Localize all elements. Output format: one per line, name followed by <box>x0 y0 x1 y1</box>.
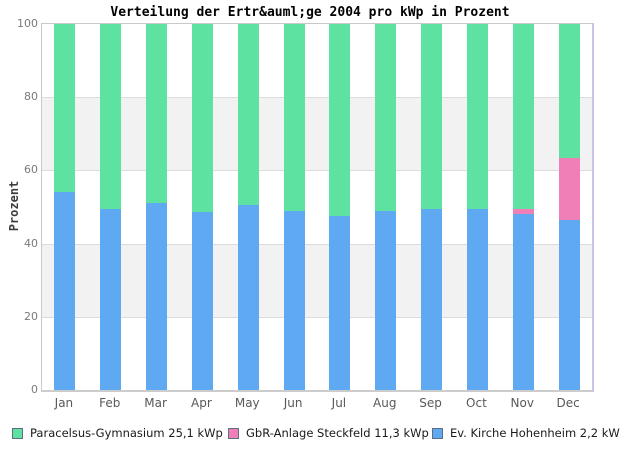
legend-label: GbR-Anlage Steckfeld 11,3 kWp <box>246 426 429 440</box>
bar-segment <box>421 24 443 209</box>
x-tick-label: Jan <box>54 396 74 410</box>
y-tick-label: 0 <box>31 383 38 396</box>
x-tick-label: Apr <box>191 396 212 410</box>
y-tick-label: 80 <box>24 90 38 104</box>
plot-area <box>41 23 594 392</box>
bar-segment <box>283 24 305 211</box>
x-tick-label: Sep <box>419 396 442 410</box>
bar-segment <box>146 24 168 204</box>
plot-band <box>42 243 592 317</box>
bar-segment <box>512 214 534 390</box>
bar-segment <box>558 219 580 390</box>
bars-layer <box>42 24 592 390</box>
legend-item: GbR-Anlage Steckfeld 11,3 kWp <box>228 426 429 440</box>
bar-may <box>237 24 259 390</box>
bar-nov <box>512 24 534 390</box>
bar-segment <box>558 157 580 220</box>
bar-jul <box>329 24 351 390</box>
legend-item: Ev. Kirche Hohenheim 2,2 kWp <box>432 426 620 440</box>
bar-jan <box>54 24 76 390</box>
bar-segment <box>329 24 351 217</box>
bar-segment <box>375 210 397 390</box>
plot-band <box>42 316 592 390</box>
bar-segment <box>54 24 76 193</box>
y-tick-label: 60 <box>24 163 38 177</box>
bar-oct <box>466 24 488 390</box>
bar-apr <box>191 24 213 390</box>
y-tick-label: 40 <box>24 236 38 250</box>
x-tick-label: May <box>234 396 260 410</box>
bar-segment <box>237 24 259 206</box>
legend: Paracelsus-Gymnasium 25,1 kWp GbR-Anlage … <box>0 426 620 442</box>
bar-sep <box>421 24 443 390</box>
x-tick-label: Aug <box>373 396 397 410</box>
x-tick-label: Mar <box>144 396 167 410</box>
legend-swatch <box>228 427 239 439</box>
bar-segment <box>146 203 168 390</box>
bar-segment <box>100 24 122 209</box>
y-tick-label: 20 <box>24 309 38 323</box>
legend-item: Paracelsus-Gymnasium 25,1 kWp <box>12 426 223 440</box>
bar-aug <box>375 24 397 390</box>
plot-band <box>42 24 592 98</box>
x-tick-label: Jun <box>283 396 303 410</box>
y-tick-label: 100 <box>17 17 38 30</box>
bar-feb <box>100 24 122 390</box>
bar-segment <box>466 208 488 390</box>
legend-swatch <box>12 427 23 439</box>
bar-segment <box>283 210 305 390</box>
bar-segment <box>512 208 534 215</box>
bar-segment <box>512 24 534 209</box>
bar-segment <box>100 208 122 390</box>
bar-segment <box>558 24 580 158</box>
bar-segment <box>329 216 351 390</box>
legend-label: Ev. Kirche Hohenheim 2,2 kWp <box>450 426 620 440</box>
bar-segment <box>191 24 213 213</box>
y-axis-label: Prozent <box>7 180 21 232</box>
bar-segment <box>54 192 76 390</box>
x-tick-label: Jul <box>331 396 347 410</box>
x-tick-label: Nov <box>510 396 534 410</box>
bar-mar <box>146 24 168 390</box>
bar-segment <box>466 24 488 209</box>
x-tick-label: Oct <box>466 396 487 410</box>
bar-segment <box>191 212 213 390</box>
bar-segment <box>421 208 443 390</box>
bar-dec <box>558 24 580 390</box>
chart-title: Verteilung der Ertr&auml;ge 2004 pro kWp… <box>110 5 510 20</box>
x-tick-label: Dec <box>556 396 580 410</box>
bar-segment <box>237 205 259 390</box>
plot-band <box>42 170 592 244</box>
bar-segment <box>375 24 397 211</box>
bar-jun <box>283 24 305 390</box>
x-tick-label: Feb <box>99 396 121 410</box>
legend-label: Paracelsus-Gymnasium 25,1 kWp <box>30 426 223 440</box>
legend-swatch <box>432 427 443 439</box>
plot-band <box>42 97 592 171</box>
